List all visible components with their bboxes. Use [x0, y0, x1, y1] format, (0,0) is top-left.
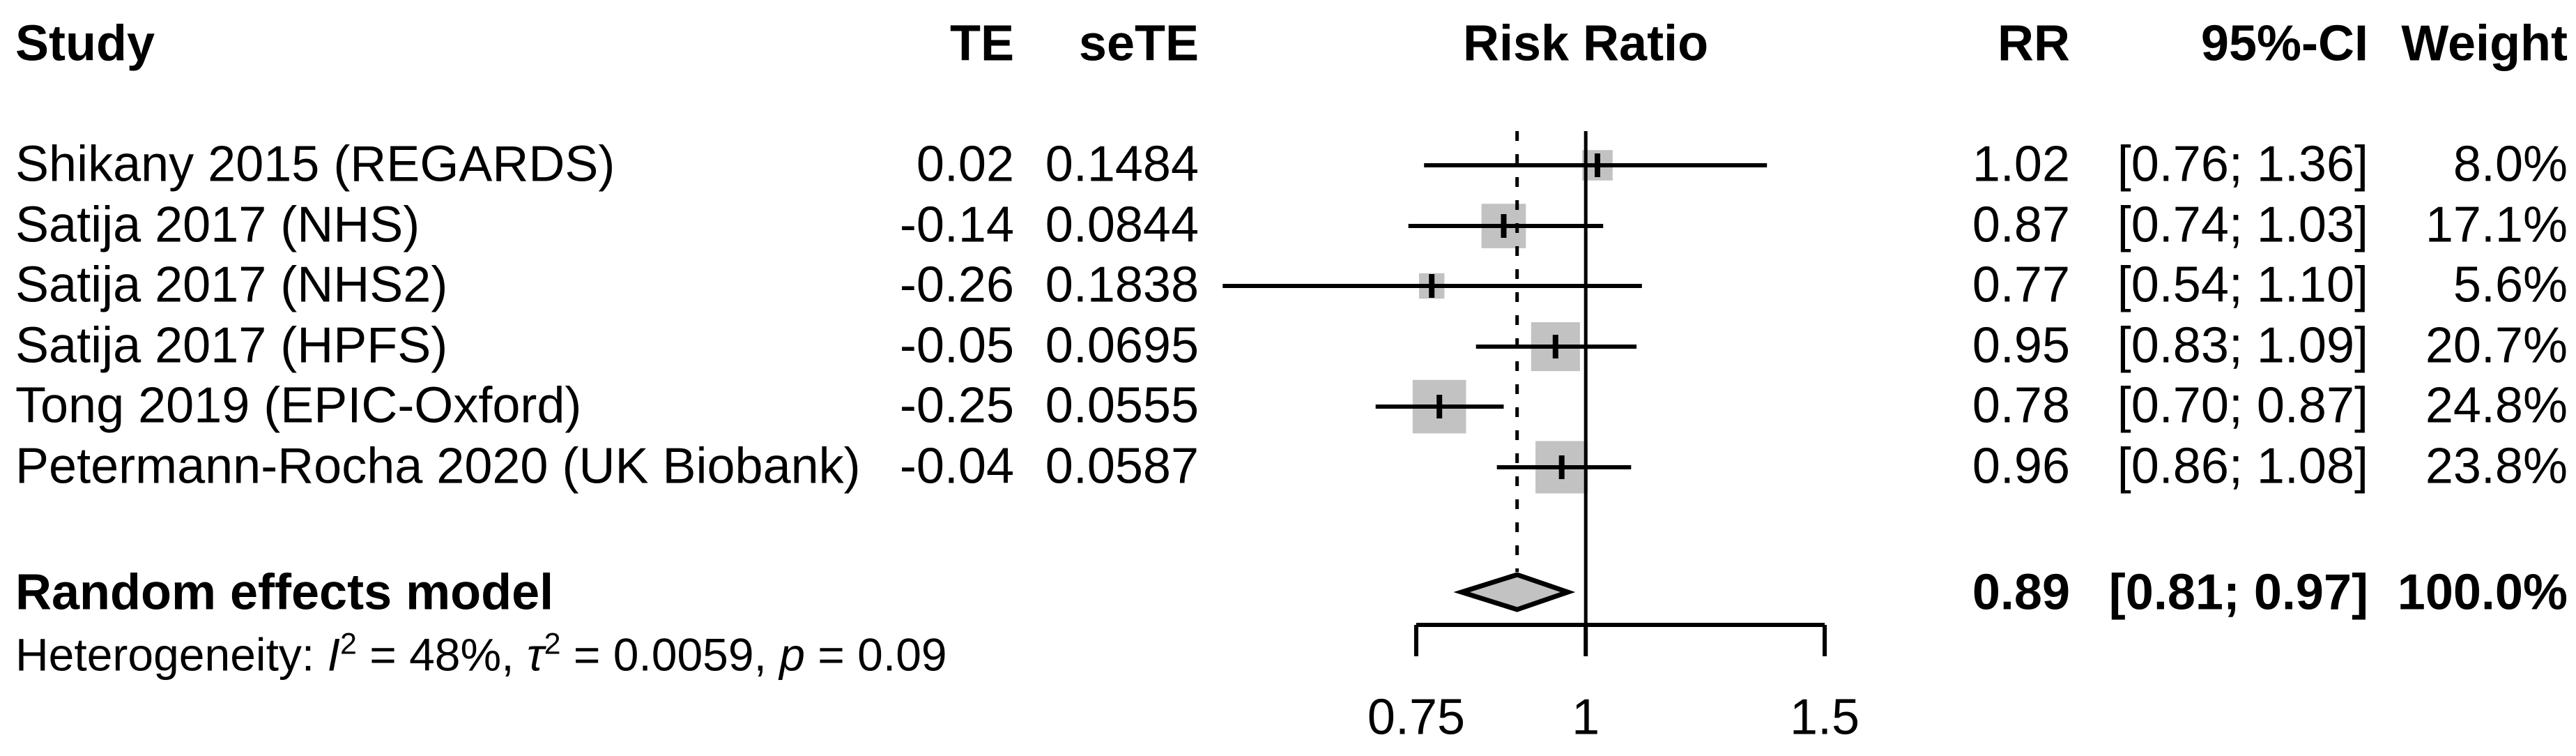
sete-value: 0.0844 — [1045, 197, 1199, 253]
sete-value: 0.1838 — [1045, 257, 1199, 313]
te-value: -0.05 — [899, 317, 1014, 374]
column-header-risk-ratio: Risk Ratio — [1462, 15, 1709, 72]
sete-value: 0.0555 — [1045, 377, 1199, 434]
column-header-rr: RR — [1998, 15, 2070, 72]
tau-squared-value: = 0.0059, — [560, 628, 780, 681]
heterogeneity-prefix: Heterogeneity: — [15, 628, 328, 681]
te-value: -0.26 — [899, 257, 1014, 313]
ci-value: [0.70; 0.87] — [2117, 377, 2368, 434]
rr-value: 0.87 — [1972, 197, 2070, 253]
sete-value: 0.0695 — [1045, 317, 1199, 374]
study-name: Tong 2019 (EPIC-Oxford) — [15, 377, 582, 434]
column-header-ci: 95%-CI — [2200, 15, 2368, 72]
ci-value: [0.86; 1.08] — [2117, 438, 2368, 494]
i-squared-value: = 48%, — [356, 628, 527, 681]
column-header-sete: seTE — [1078, 15, 1199, 72]
study-name: Petermann-Rocha 2020 (UK Biobank) — [15, 438, 861, 494]
rr-value: 0.96 — [1972, 438, 2070, 494]
pooled-label: Random effects model — [15, 564, 554, 621]
ci-value: [0.83; 1.09] — [2117, 317, 2368, 374]
te-value: -0.04 — [899, 438, 1014, 494]
ci-value: [0.74; 1.03] — [2117, 197, 2368, 253]
heterogeneity-note: Heterogeneity: I2 = 48%, τ2 = 0.0059, p … — [15, 628, 947, 681]
study-name: Satija 2017 (HPFS) — [15, 317, 448, 374]
column-header-weight: Weight — [2401, 15, 2568, 72]
tau-squared-exponent: 2 — [544, 627, 561, 661]
weight-value: 24.8% — [2425, 377, 2568, 434]
ci-value: [0.54; 1.10] — [2117, 257, 2368, 313]
p-symbol: p — [779, 628, 805, 681]
axis-tick-label: 0.75 — [1367, 689, 1466, 746]
te-value: -0.25 — [899, 377, 1014, 434]
i-squared-symbol: I — [327, 628, 340, 681]
study-name: Satija 2017 (NHS2) — [15, 257, 448, 313]
pooled-ci-value: [0.81; 0.97] — [2108, 564, 2368, 621]
sete-value: 0.1484 — [1045, 136, 1199, 192]
rr-value: 0.78 — [1972, 377, 2070, 434]
rr-value: 1.02 — [1972, 136, 2070, 192]
pooled-diamond — [1453, 572, 1576, 612]
study-name: Satija 2017 (NHS) — [15, 197, 420, 253]
column-header-te: TE — [949, 15, 1014, 72]
te-value: 0.02 — [916, 136, 1014, 192]
te-value: -0.14 — [899, 197, 1014, 253]
column-header-study: Study — [15, 15, 155, 72]
weight-value: 23.8% — [2425, 438, 2568, 494]
weight-value: 20.7% — [2425, 317, 2568, 374]
p-value: = 0.09 — [804, 628, 947, 681]
axis-tick-label: 1 — [1572, 689, 1600, 746]
rr-value: 0.77 — [1972, 257, 2070, 313]
axis-tick-label: 1.5 — [1789, 689, 1860, 746]
i-squared-exponent: 2 — [339, 627, 357, 661]
pooled-weight-value: 100.0% — [2397, 564, 2568, 621]
weight-value: 8.0% — [2453, 136, 2568, 192]
rr-value: 0.95 — [1972, 317, 2070, 374]
ci-value: [0.76; 1.36] — [2117, 136, 2368, 192]
pooled-rr-value: 0.89 — [1972, 564, 2070, 621]
study-name: Shikany 2015 (REGARDS) — [15, 136, 615, 192]
tau-squared-symbol: τ — [526, 628, 544, 681]
weight-value: 5.6% — [2453, 257, 2568, 313]
sete-value: 0.0587 — [1045, 438, 1199, 494]
weight-value: 17.1% — [2425, 197, 2568, 253]
